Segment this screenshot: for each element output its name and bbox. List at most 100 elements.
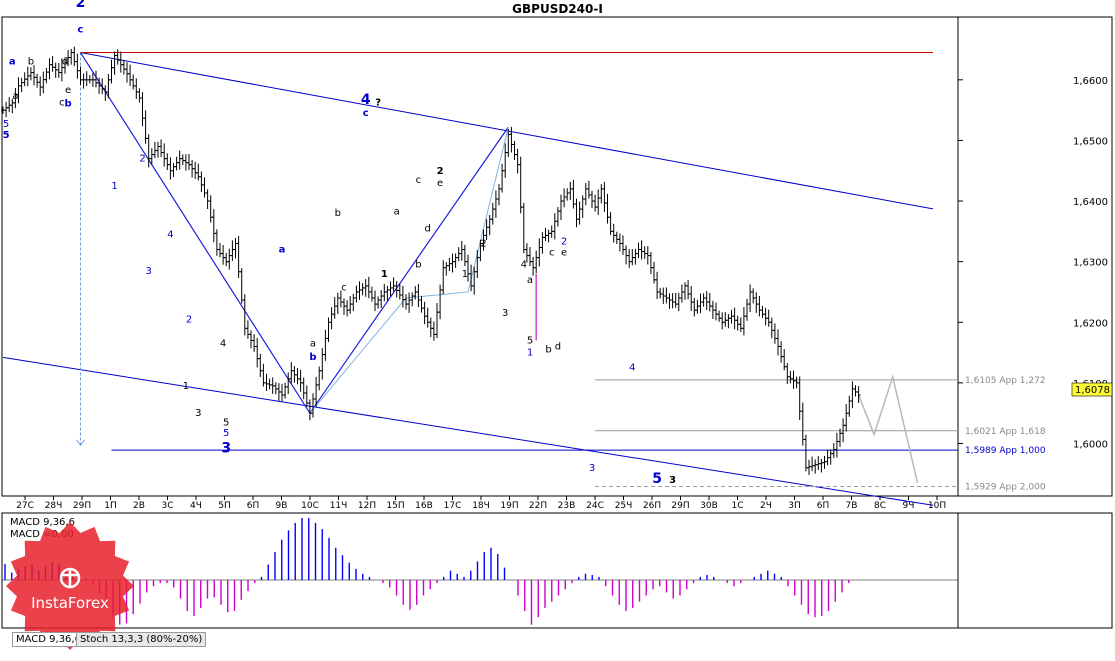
- indicator-axis-frame: [957, 512, 1113, 629]
- x-tick-label: 12П: [358, 501, 376, 511]
- projection-line: [857, 374, 919, 484]
- x-tick-label: 24С: [586, 501, 604, 511]
- wave-path-line: [79, 52, 509, 415]
- instaforex-logo-icon: [6, 522, 134, 650]
- x-tick-label: 2В: [133, 501, 145, 511]
- logo-text: InstaForex: [31, 594, 109, 612]
- last-price-label: 1,6078: [1075, 385, 1110, 396]
- wave-label: ?: [375, 97, 381, 108]
- x-tick-label: 19П: [500, 501, 518, 511]
- x-tick-label: 17С: [444, 501, 462, 511]
- reference-lines: 1,6105 App 1,272 1,6021 App 1,618 1,5989 A…: [2, 52, 1046, 506]
- fib-level-label: 1,5989 App 1,000: [965, 446, 1046, 456]
- price-axis-frame: [957, 16, 1113, 497]
- wave-label: 3: [195, 408, 201, 419]
- wave-label: 1: [462, 269, 468, 280]
- wave-label: a: [279, 245, 286, 256]
- wave-label: c: [549, 248, 555, 259]
- wave-label: 3: [589, 463, 595, 474]
- wave-label: 3: [669, 475, 676, 486]
- wave-label: 1: [527, 348, 533, 359]
- wave-label: c: [363, 108, 369, 119]
- wave-label: 2: [186, 314, 192, 325]
- x-tick-label: 4Ч: [190, 501, 202, 511]
- x-tick-label: 7В: [846, 501, 858, 511]
- x-tick-label: 25Ч: [615, 501, 633, 511]
- wave-label: 5: [3, 119, 9, 130]
- wave-label: a: [12, 91, 18, 102]
- wave-label: 3: [502, 308, 508, 319]
- last-price-badge: [1071, 382, 1113, 397]
- x-tick-label: 3С: [161, 501, 173, 511]
- x-tick-label: 18Ч: [472, 501, 490, 511]
- x-tick-label: 2Ч: [760, 501, 772, 511]
- x-tick-label: 9В: [276, 501, 288, 511]
- y-tick-label: 1,6200: [1073, 318, 1108, 329]
- macd-label-2: MACD =0,00: [10, 529, 74, 540]
- x-tick-label: 1П: [104, 501, 117, 511]
- x-tick-label: 29П: [73, 501, 91, 511]
- macd-histogram: [4, 518, 850, 625]
- x-tick-label: 27С: [16, 501, 34, 511]
- wave-label: 1: [111, 181, 117, 192]
- x-tick-label: 30В: [700, 501, 718, 511]
- wave-label: 4: [220, 339, 226, 350]
- x-tick-label: 15П: [386, 501, 404, 511]
- channel-lower-line: [2, 356, 934, 506]
- x-tick-label: 8С: [874, 501, 886, 511]
- fib-level-label: 1,6021 App 1,618: [965, 427, 1046, 437]
- tab-macd[interactable]: MACD 9,36,6: [12, 632, 85, 647]
- wave-label: 2: [480, 238, 486, 249]
- wave-label: e: [65, 85, 71, 96]
- y-tick-label: 1,6600: [1073, 76, 1108, 87]
- y-tick-label: 1,6500: [1073, 136, 1108, 147]
- wave-label: d: [62, 57, 68, 68]
- x-tick-label: 28Ч: [45, 501, 63, 511]
- wave-label: b: [65, 98, 72, 109]
- wave-label: a: [527, 275, 533, 286]
- wave-label: b: [545, 345, 551, 356]
- wave-label: a: [394, 206, 400, 217]
- price-bars: [1, 46, 861, 475]
- wave-label: 1: [183, 381, 189, 392]
- wave-label: 2: [139, 154, 145, 165]
- wave-label: 2: [437, 166, 444, 177]
- x-tick-label: 11Ч: [330, 501, 348, 511]
- x-tick-label: 23В: [558, 501, 576, 511]
- x-tick-label: 26П: [643, 501, 661, 511]
- x-tick-label: 29П: [671, 501, 689, 511]
- tab-stoch[interactable]: Stoch 13,3,3 (80%-20%): [76, 632, 207, 647]
- wave-label: 2: [561, 237, 567, 248]
- wave-label: c: [59, 97, 65, 108]
- wave-label: c: [416, 175, 422, 186]
- wave-label: b: [28, 57, 34, 68]
- time-axis: 27С 28Ч 29П 1П 2В 3С 4Ч 5П 6П 9В 10С 11Ч 12П 15П 16В 17…: [16, 496, 946, 511]
- chart-title: GBPUSD240-I: [512, 2, 603, 16]
- x-tick-label: 1С: [731, 501, 743, 511]
- wave-label: 4: [521, 260, 527, 271]
- wave-label: 5: [652, 471, 662, 487]
- y-tick-label: 1,6000: [1073, 439, 1108, 450]
- x-tick-label: 6П: [247, 501, 260, 511]
- wave-label: a: [9, 57, 16, 68]
- wave-label: 4: [167, 229, 173, 240]
- wave-label: 4: [361, 92, 371, 108]
- x-tick-label: 5П: [218, 501, 231, 511]
- wave-label: c: [78, 25, 84, 36]
- wave-label: d: [555, 342, 561, 353]
- wave-label: b: [415, 260, 421, 271]
- channel-upper-line: [80, 52, 934, 210]
- wave-label: 4: [629, 363, 635, 374]
- macd-label-1: MACD 9,36,6: [10, 517, 75, 528]
- wave-label: 5: [223, 428, 229, 439]
- x-tick-label: 6П: [817, 501, 830, 511]
- wave-label: 1: [381, 269, 388, 280]
- fib-level-label: 1,5929 App 2,000: [965, 483, 1046, 493]
- wave-label: 5: [223, 417, 229, 428]
- x-tick-label: 9Ч: [903, 501, 915, 511]
- wave-label: d: [425, 223, 431, 234]
- wave-label: b: [335, 208, 341, 219]
